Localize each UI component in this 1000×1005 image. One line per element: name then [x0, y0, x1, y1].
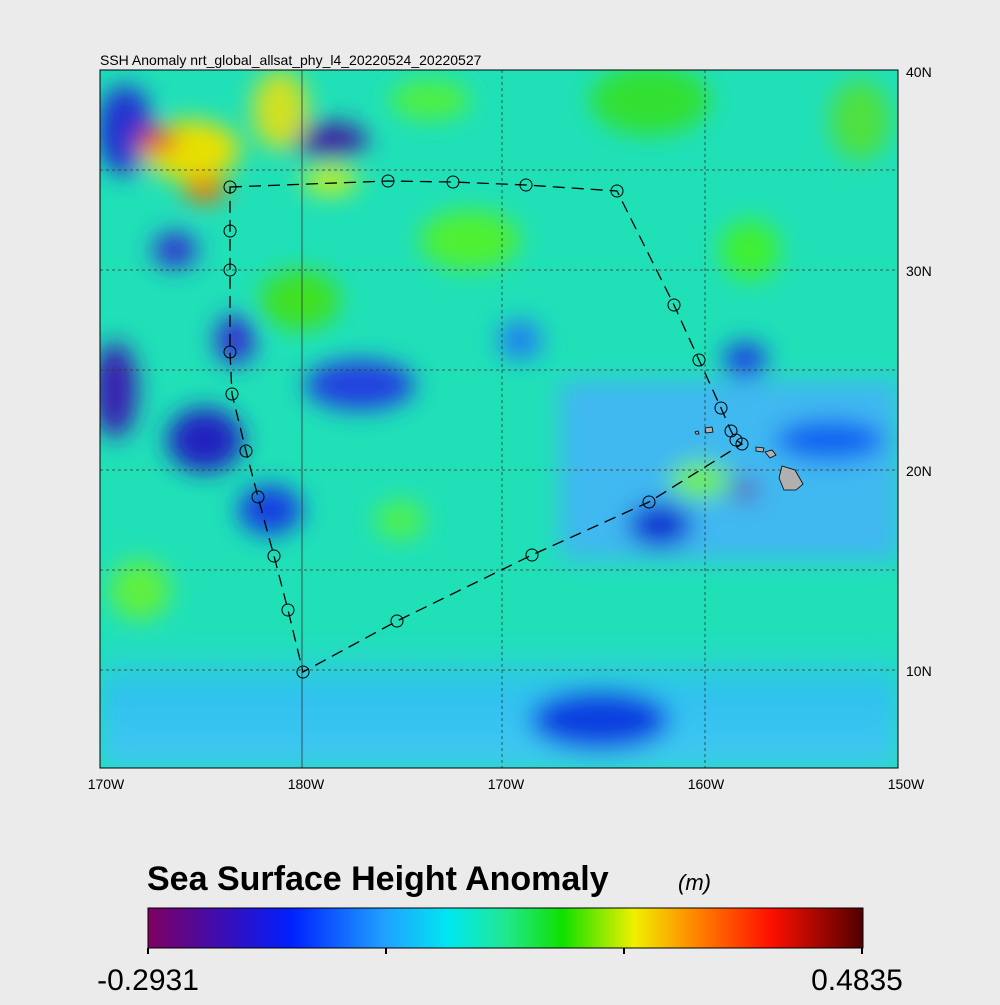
lat-labels: 40N 30N 20N 10N [906, 64, 932, 679]
colorbar-min: -0.2931 [97, 964, 199, 997]
colorbar [147, 907, 864, 949]
map-title: SSH Anomaly nrt_global_allsat_phy_l4_202… [100, 52, 482, 68]
lon-label: 160W [688, 776, 725, 792]
flight-track [223, 174, 749, 679]
lat-label: 40N [906, 64, 932, 80]
lat-label: 30N [906, 263, 932, 279]
lon-label: 180W [288, 776, 325, 792]
lon-label: 170W [88, 776, 125, 792]
colorbar-max: 0.4835 [811, 964, 903, 997]
hawaii-islands [694, 426, 804, 491]
lat-label: 20N [906, 463, 932, 479]
lat-label: 10N [906, 663, 932, 679]
lon-label: 170W [488, 776, 525, 792]
colorbar-title: Sea Surface Height Anomaly [147, 860, 609, 898]
lon-label: 150W [888, 776, 925, 792]
graticule [100, 70, 898, 768]
colorbar-ticks [147, 948, 863, 954]
lon-labels: 170W 180W 170W 160W 150W [88, 776, 925, 792]
map-frame [99, 69, 899, 769]
field-blobs [100, 70, 898, 768]
ssh-field [100, 70, 898, 768]
colorbar-units: (m) [678, 870, 711, 895]
